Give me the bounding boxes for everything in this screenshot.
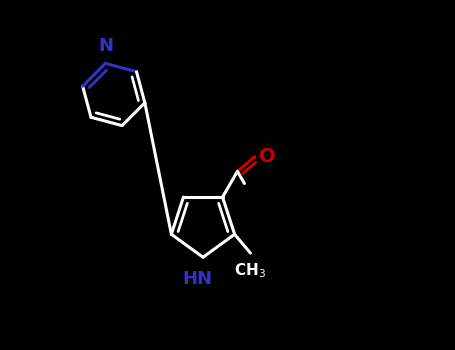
Text: HN: HN — [183, 270, 213, 287]
Text: O: O — [259, 147, 276, 166]
Text: N: N — [98, 37, 113, 55]
Text: CH$_3$: CH$_3$ — [234, 262, 266, 280]
